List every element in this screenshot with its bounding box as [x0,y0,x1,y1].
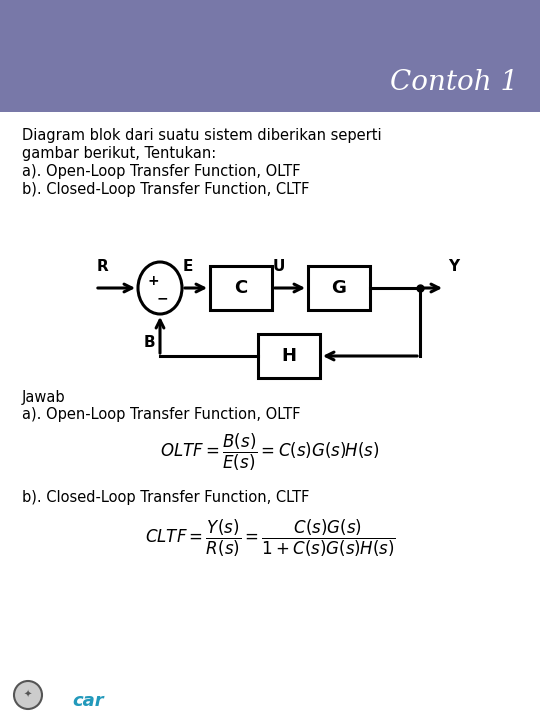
Text: +: + [147,274,159,288]
Text: ✦: ✦ [24,690,32,700]
Text: a). Open-Loop Transfer Function, OLTF: a). Open-Loop Transfer Function, OLTF [22,164,300,179]
Bar [308,266,370,310]
Text: −: − [156,291,168,305]
Text: gambar berikut, Tentukan:: gambar berikut, Tentukan: [22,146,216,161]
Ellipse shape [14,681,42,709]
Text: G: G [332,279,347,297]
Text: Contoh 1: Contoh 1 [390,69,518,96]
Text: H: H [281,347,296,365]
Text: a). Open-Loop Transfer Function, OLTF: a). Open-Loop Transfer Function, OLTF [22,407,300,422]
Text: $CLTF = \dfrac{Y(s)}{R(s)} = \dfrac{C(s)G(s)}{1+C(s)G(s)H(s)}$: $CLTF = \dfrac{Y(s)}{R(s)} = \dfrac{C(s)… [145,518,395,559]
Text: C: C [234,279,248,297]
Text: B: B [144,335,155,350]
Text: b). Closed-Loop Transfer Function, CLTF: b). Closed-Loop Transfer Function, CLTF [22,182,309,197]
Text: R: R [97,259,109,274]
Text: $OLTF = \dfrac{B(s)}{E(s)} = C(s)G(s)H(s)$: $OLTF = \dfrac{B(s)}{E(s)} = C(s)G(s)H(s… [160,432,380,473]
Text: U: U [273,259,285,274]
Bar [210,266,272,310]
Text: car: car [72,692,104,710]
Text: Diagram blok dari suatu sistem diberikan seperti: Diagram blok dari suatu sistem diberikan… [22,128,382,143]
Text: Y: Y [448,259,459,274]
Text: Jawab: Jawab [22,390,66,405]
Text: b). Closed-Loop Transfer Function, CLTF: b). Closed-Loop Transfer Function, CLTF [22,490,309,505]
Bar [258,334,320,378]
Ellipse shape [138,262,182,314]
Text: E: E [183,259,193,274]
Bar [0,0,540,112]
